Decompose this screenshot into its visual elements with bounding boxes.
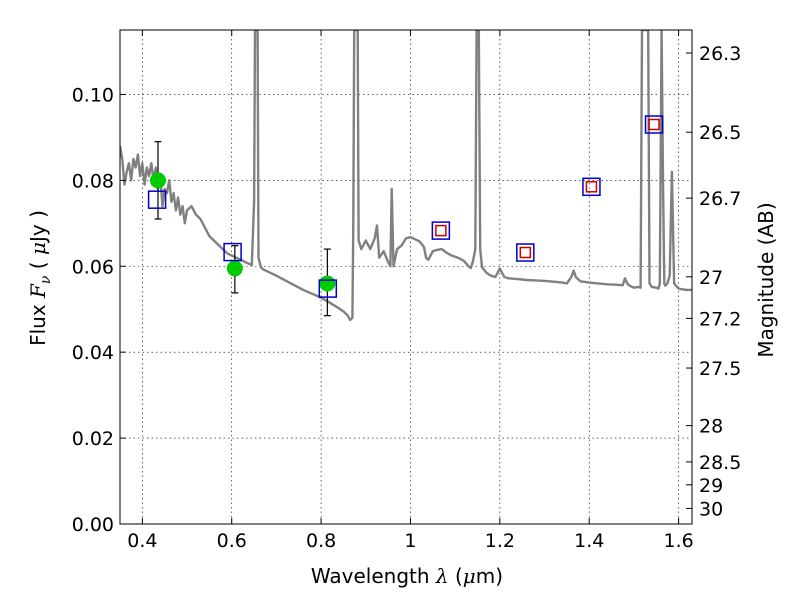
x-tick-label: 1.2	[485, 530, 515, 552]
x-tick-label: 1.6	[663, 530, 693, 552]
x-tick-label: 0.8	[306, 530, 336, 552]
y2-tick-label: 26.3	[699, 43, 741, 65]
model-square-blue	[644, 115, 664, 134]
y2-tick-label: 26.5	[699, 122, 741, 144]
observed-point	[226, 260, 243, 277]
y2-tick-label: 30	[699, 498, 723, 520]
spectrum-layer	[120, 30, 692, 322]
x-tick-label: 1	[404, 530, 416, 552]
y2-tick-label: 29	[699, 475, 723, 497]
y2-tick-label: 28.5	[699, 452, 741, 474]
plot-frame	[119, 29, 693, 525]
y-tick-label: 0.06	[72, 256, 114, 278]
model-square-blue	[223, 242, 242, 262]
y2-tick-label: 26.7	[699, 188, 741, 210]
model-square-blue	[147, 190, 167, 209]
model-square-red	[648, 118, 660, 131]
y-tick-label: 0.00	[72, 514, 114, 536]
model-square-blue	[516, 243, 535, 262]
y-tick-label: 0.04	[72, 342, 114, 364]
model-square-red	[435, 224, 447, 237]
marker-layer	[147, 115, 664, 298]
model-square-red	[519, 246, 532, 259]
model-square-blue	[582, 177, 601, 197]
model-square-blue	[431, 221, 451, 240]
x-tick-label: 0.6	[217, 530, 247, 552]
y-tick-label: 0.08	[72, 170, 114, 192]
axis-ticks	[120, 30, 692, 525]
y2-tick-label: 27.5	[699, 358, 741, 380]
observed-point	[149, 172, 166, 189]
spectrum-line	[120, 30, 692, 322]
y-tick-label: 0.10	[72, 84, 114, 106]
tick-labels: 0.4 0.6 0.8 1 1.2 1.4 1.6 0.00 0.02 0.04 0.06 0.08 0…	[72, 43, 742, 552]
grid-lines	[120, 30, 692, 525]
y2-tick-label: 27.2	[699, 308, 741, 330]
x-tick-label: 0.4	[127, 530, 157, 552]
y-tick-label: 0.02	[72, 428, 114, 450]
y2-tick-label: 28	[699, 416, 723, 438]
y-axis-label: Flux Fν ( μJy )	[26, 210, 54, 346]
model-square-red	[585, 181, 598, 193]
x-axis-label: Wavelength λ (μm)	[311, 564, 503, 588]
observed-point	[319, 275, 336, 292]
y2-tick-label: 27	[699, 267, 723, 289]
y2-axis-label: Magnitude (AB)	[754, 202, 778, 357]
model-square-blue	[318, 279, 338, 298]
x-tick-label: 1.4	[574, 530, 604, 552]
